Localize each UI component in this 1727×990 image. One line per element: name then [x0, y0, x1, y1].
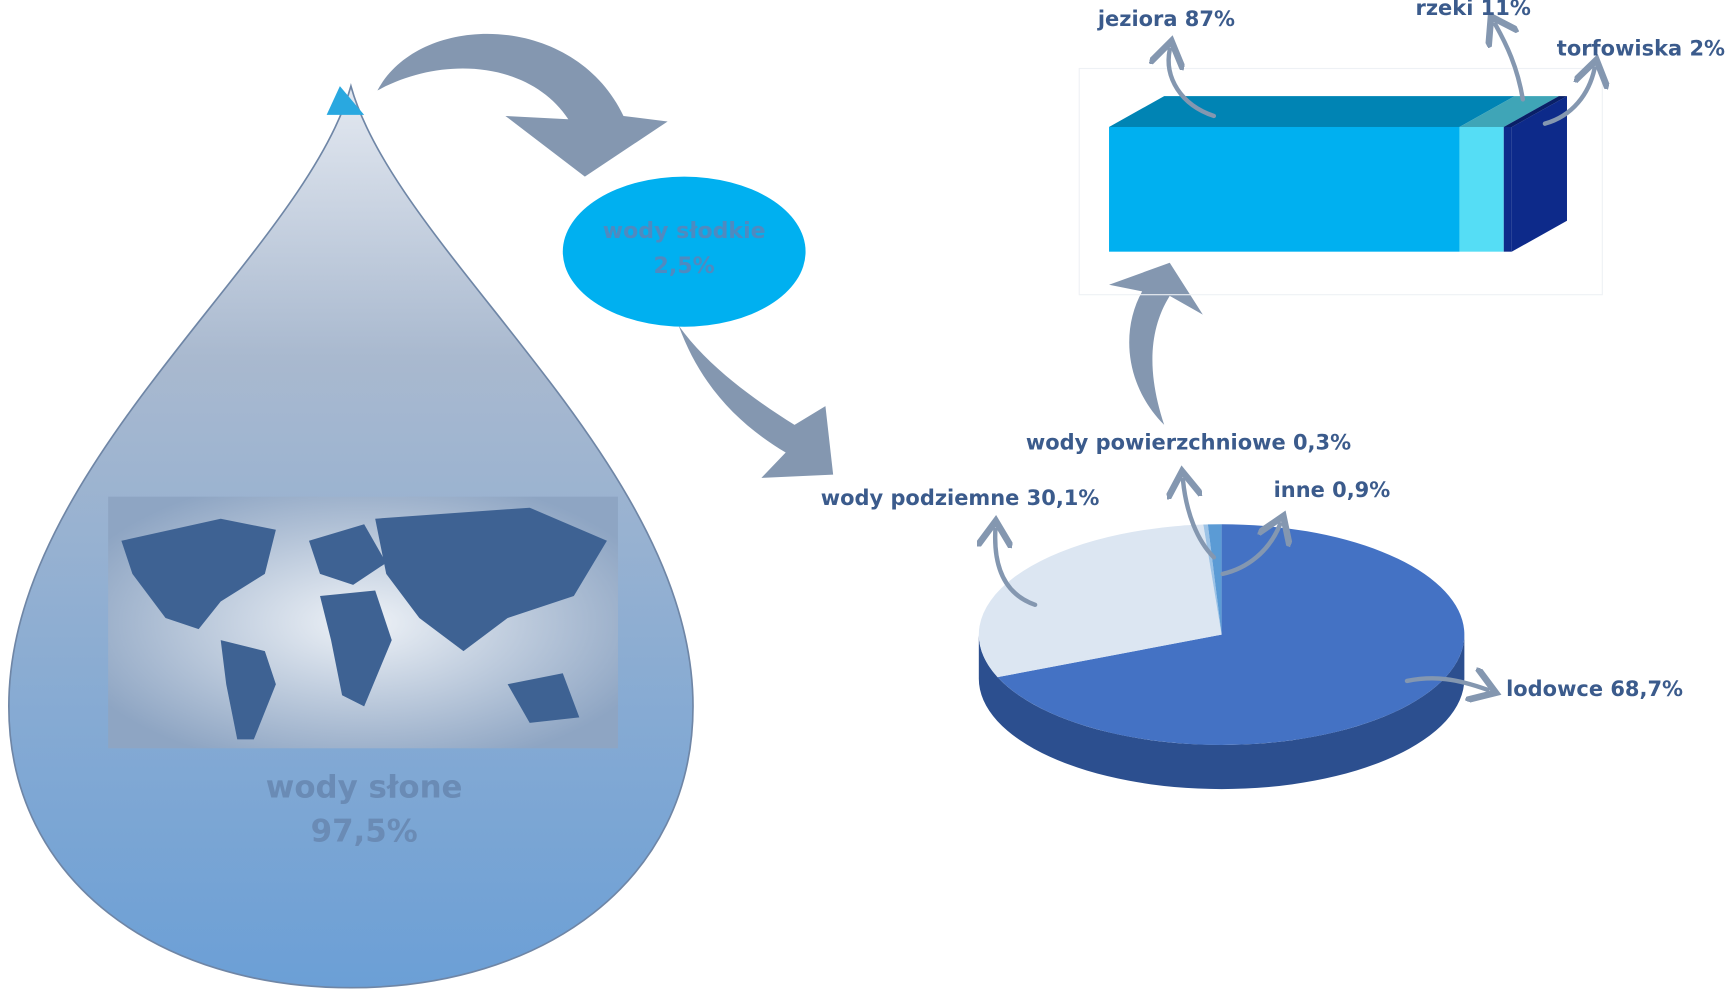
flow-arrow [678, 325, 834, 478]
flow-arrow [377, 33, 668, 177]
bar-side [1511, 96, 1567, 252]
data-label: lodowce 68,7% [1506, 677, 1683, 701]
data-label: wody podziemne 30,1% [821, 486, 1100, 510]
drop-value: 97,5% [311, 814, 418, 850]
bar-top [1109, 96, 1515, 127]
data-label: jeziora 87% [1097, 7, 1235, 31]
data-label: rzeki 11% [1416, 0, 1531, 20]
data-label: wody powierzchniowe 0,3% [1026, 431, 1351, 455]
flow-arrow [1109, 262, 1203, 425]
data-label: inne 0,9% [1274, 478, 1391, 502]
fresh-name: wody słodkie [603, 219, 766, 244]
bar-frame [1078, 67, 1603, 296]
data-label: torfowiska 2% [1557, 37, 1725, 61]
pie-depth [978, 634, 1465, 790]
bar-segment [1109, 126, 1460, 252]
bar-segment [1459, 126, 1504, 252]
bar-segment [1503, 126, 1512, 252]
bar-top [1503, 96, 1567, 127]
fresh-value: 2,5% [654, 254, 715, 279]
pie-slice [978, 524, 1222, 678]
bar-top [1459, 96, 1559, 127]
drop-tip [326, 86, 365, 115]
continents [121, 507, 607, 740]
bar-top-shade [1109, 96, 1515, 127]
label-arrows [995, 24, 1594, 689]
fresh-water [562, 176, 806, 327]
bar-top-shade [1503, 96, 1567, 127]
drop-name: wody słone [266, 770, 463, 806]
bar-top-shade [1459, 96, 1559, 127]
pie-slice [997, 524, 1465, 745]
